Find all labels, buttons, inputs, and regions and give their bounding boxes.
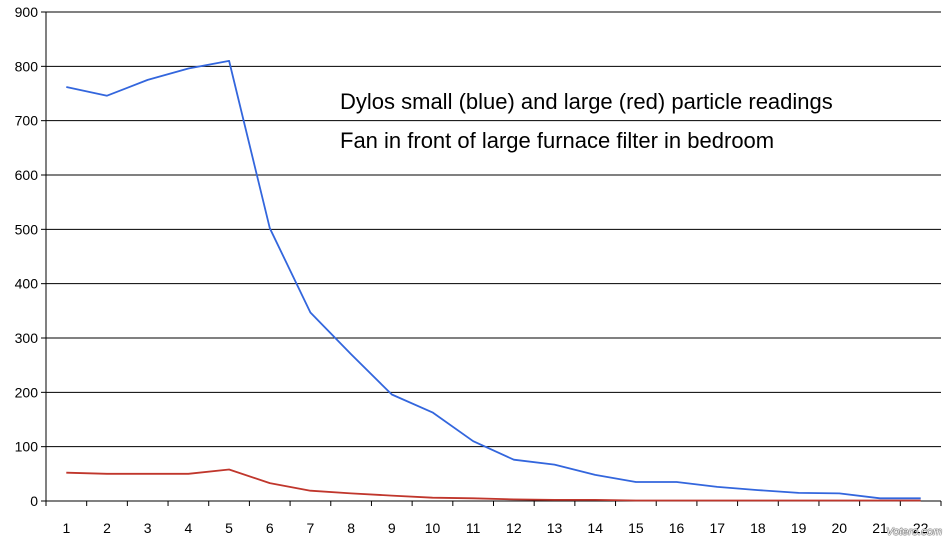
x-tick-label: 4 xyxy=(184,520,192,536)
y-tick-label: 800 xyxy=(15,58,39,74)
x-tick-label: 13 xyxy=(547,520,563,536)
x-tick-label: 21 xyxy=(872,520,888,536)
watermark: Votero.com xyxy=(886,526,942,538)
annotation-subtitle: Fan in front of large furnace filter in … xyxy=(340,128,775,153)
x-tick-label: 8 xyxy=(347,520,355,536)
x-tick-label: 7 xyxy=(307,520,315,536)
y-tick-label: 0 xyxy=(30,493,38,509)
y-tick-label: 500 xyxy=(15,221,39,237)
y-tick-label: 100 xyxy=(15,439,39,455)
annotation-title: Dylos small (blue) and large (red) parti… xyxy=(340,89,833,114)
x-tick-label: 9 xyxy=(388,520,396,536)
x-tick-labels: 1 2 3 4 5 6 7 8 9 10 11 12 13 14 15 16 17 18 19 20 21 22 xyxy=(62,520,928,536)
x-tick-label: 6 xyxy=(266,520,274,536)
x-tick-label: 22 xyxy=(913,520,929,536)
x-tick-label: 2 xyxy=(103,520,111,536)
x-tick-label: 11 xyxy=(466,520,481,536)
y-tick-label: 300 xyxy=(15,330,39,346)
gridlines xyxy=(46,11,941,448)
x-tick-label: 20 xyxy=(832,520,848,536)
x-tick-label: 19 xyxy=(791,520,807,536)
x-tick-label: 10 xyxy=(425,520,441,536)
x-tick-label: 1 xyxy=(62,520,70,536)
x-tick-label: 12 xyxy=(506,520,522,536)
y-tick-label: 400 xyxy=(15,276,39,292)
x-tick-label: 17 xyxy=(709,520,725,536)
x-tick-label: 15 xyxy=(628,520,644,536)
x-tick-label: 5 xyxy=(225,520,233,536)
y-tick-labels: 0 100 200 300 400 500 600 700 800 900 xyxy=(15,4,39,509)
series-line-large-particles xyxy=(66,468,921,502)
y-tick-label: 900 xyxy=(15,4,39,20)
series-line-small-particles xyxy=(66,60,921,500)
y-tick-label: 700 xyxy=(15,113,39,129)
y-tick-label: 200 xyxy=(15,384,39,400)
axes xyxy=(41,11,942,506)
x-tick-label: 16 xyxy=(669,520,685,536)
x-tick-label: 18 xyxy=(750,520,766,536)
series-lines xyxy=(66,60,921,502)
y-tick-label: 600 xyxy=(15,167,39,183)
x-tick-label: 3 xyxy=(144,520,152,536)
x-tick-label: 14 xyxy=(587,520,603,536)
